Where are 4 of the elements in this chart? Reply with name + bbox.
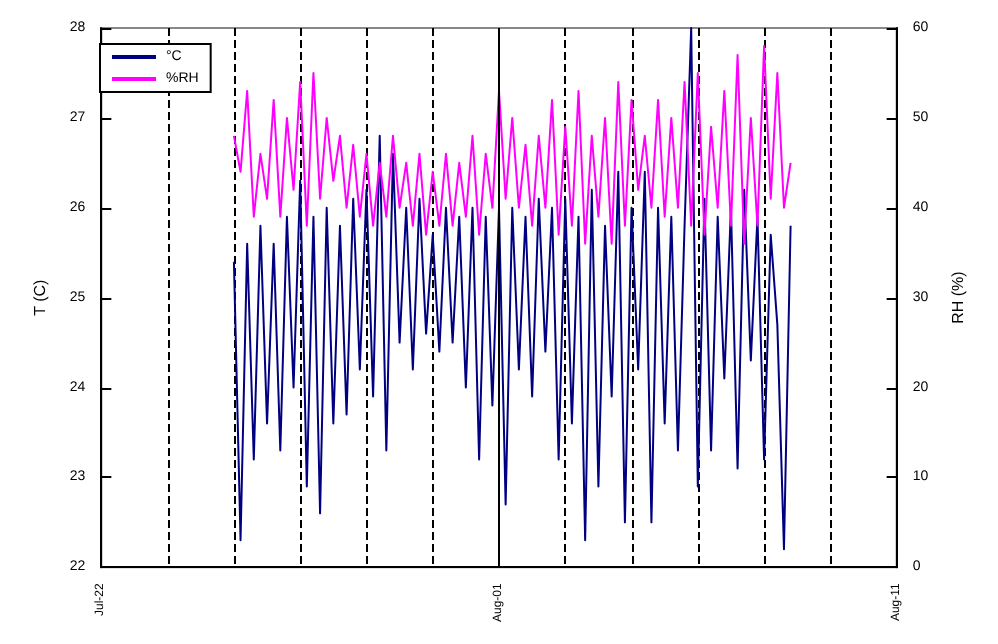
y2-axis-title: RH (%) [949,270,967,324]
line-series [232,44,792,245]
y-axis-title: T (C) [31,278,49,316]
line-series [232,27,792,551]
